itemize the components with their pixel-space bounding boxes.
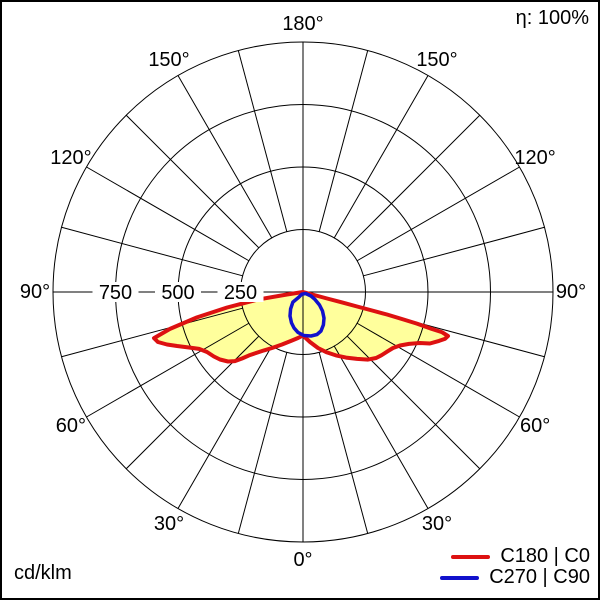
grid-spoke [86,166,250,262]
unit-label: cd/klm [14,562,72,584]
angle-label: 120° [514,147,555,169]
radial-tick-bg [217,282,264,302]
angle-label: 180° [282,13,323,35]
angle-label: 30° [154,513,184,535]
grid-spoke [86,322,250,418]
grid-spoke [61,226,243,277]
legend-item-c270-c90: C270 | C90 [440,566,590,588]
c180-c0-curve [152,290,450,364]
grid-spoke [363,226,545,277]
angle-label: 150° [148,49,189,71]
c270-c90-curve [288,291,326,338]
legend: C180 | C0 C270 | C90 [440,545,590,588]
grid-spoke [237,352,288,534]
efficiency-label: η: 100% [515,7,589,29]
grid-spoke [177,345,273,509]
grid-spoke [356,322,520,418]
radial-tick-label: 750 [99,282,132,304]
radial-tick-bg [155,282,201,302]
grid-spoke [177,75,273,239]
legend-item-c180-c0: C180 | C0 [440,545,590,567]
blue-curve-swatch [440,575,480,580]
angle-label: 60° [520,415,550,437]
grid-spoke [237,50,288,232]
angle-label: 150° [416,49,457,71]
red-curve-swatch [451,554,491,559]
grid-spoke [125,114,260,249]
grid-spoke [356,166,520,262]
grid-spoke [61,307,243,358]
radial-tick-label: 500 [161,282,194,304]
grid-spoke [318,50,369,232]
grid-spoke [333,345,429,509]
angle-label: 120° [50,147,91,169]
angle-label: 90° [556,281,586,303]
grid-spoke [125,335,260,470]
angle-label: 90° [20,281,50,303]
angle-label: 0° [293,549,312,571]
radial-tick-bg [92,282,139,302]
angle-label: 60° [56,415,86,437]
grid-spoke [333,75,429,239]
distribution-fill [154,292,448,362]
legend-label-c180-c0: C180 | C0 [500,545,590,567]
grid-spoke [318,352,369,534]
angle-label: 30° [422,513,452,535]
grid-spoke [346,114,481,249]
legend-label-c270-c90: C270 | C90 [489,566,590,588]
radial-tick-label: 250 [224,282,257,304]
